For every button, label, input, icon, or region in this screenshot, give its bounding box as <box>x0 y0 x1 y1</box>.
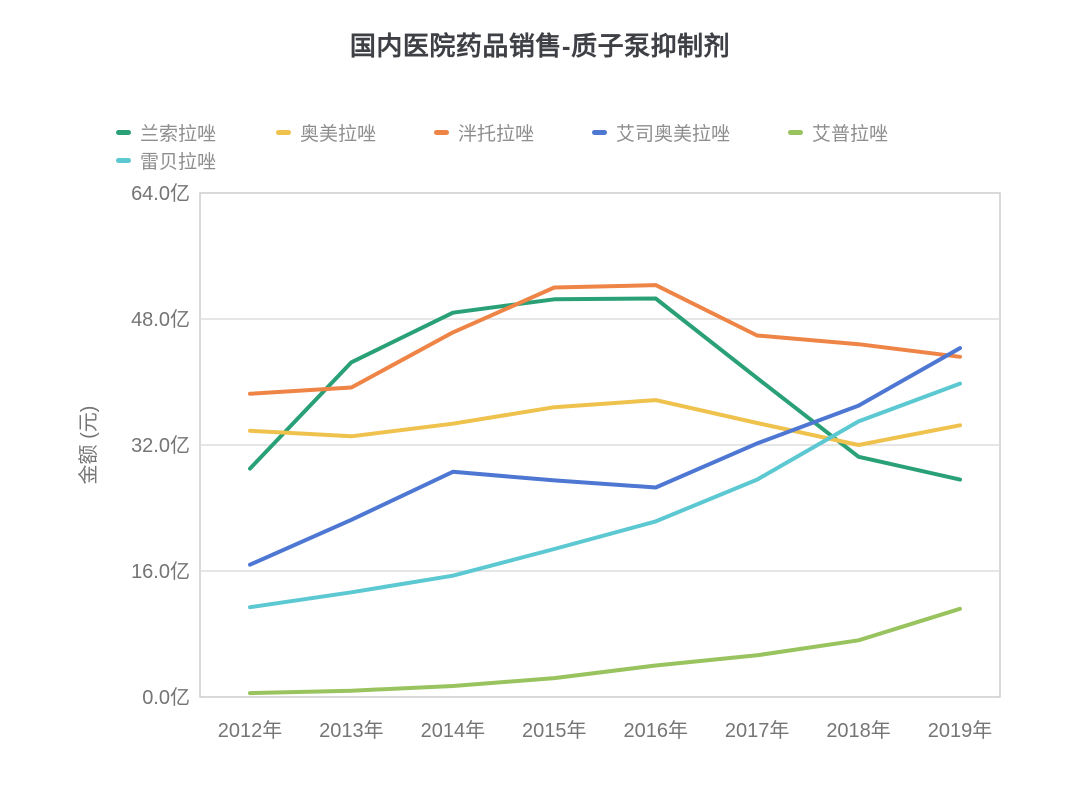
y-tick-label: 48.0亿 <box>131 308 190 331</box>
legend-swatch-rabeprazole <box>116 157 131 163</box>
legend-swatch-ilaprazole <box>788 129 803 135</box>
series-line-esomeprazole <box>248 346 962 567</box>
x-tick-label: 2012年 <box>218 719 283 742</box>
legend-swatch-omeprazole <box>276 129 291 135</box>
legend-label: 雷贝拉唑 <box>140 151 217 173</box>
series-line-pantoprazole <box>248 283 962 396</box>
series-line-lansoprazole <box>248 296 962 482</box>
x-tick-label: 2018年 <box>826 719 891 742</box>
legend-label: 泮托拉唑 <box>458 123 535 145</box>
y-tick-label: 64.0亿 <box>131 182 190 205</box>
legend-label: 艾普拉唑 <box>812 123 889 145</box>
legend-item-pantoprazole[interactable]: 泮托拉唑 <box>434 119 534 145</box>
legend-swatch-pantoprazole <box>434 129 449 135</box>
legend-label: 奥美拉唑 <box>300 123 377 145</box>
series-line-rabeprazole <box>248 381 962 610</box>
legend-swatch-lansoprazole <box>116 129 131 135</box>
series-line-ilaprazole <box>248 606 962 696</box>
x-tick-label: 2017年 <box>725 719 790 742</box>
chart-title: 国内医院药品销售-质子泵抑制剂 <box>349 31 731 61</box>
legend-label: 艾司奥美拉唑 <box>616 123 731 145</box>
x-tick-label: 2019年 <box>928 719 993 742</box>
series-line-omeprazole <box>248 398 962 447</box>
legend-swatch-esomeprazole <box>592 129 607 135</box>
y-tick-label: 16.0亿 <box>131 560 190 583</box>
legend-item-rabeprazole[interactable]: 雷贝拉唑 <box>116 147 216 173</box>
y-tick-label: 32.0亿 <box>131 434 190 457</box>
x-tick-label: 2014年 <box>421 719 486 742</box>
legend-item-esomeprazole[interactable]: 艾司奥美拉唑 <box>592 119 730 145</box>
legend: 兰索拉唑 奥美拉唑 泮托拉唑 艾司奥美拉唑 艾普拉唑雷贝拉唑 <box>0 0 1080 180</box>
y-axis-title: 金额 (元) <box>77 406 100 485</box>
legend-label: 兰索拉唑 <box>140 123 217 145</box>
x-tick-label: 2016年 <box>623 719 688 742</box>
x-tick-label: 2015年 <box>522 719 587 742</box>
legend-item-lansoprazole[interactable]: 兰索拉唑 <box>116 119 216 145</box>
legend-item-omeprazole[interactable]: 奥美拉唑 <box>276 119 376 145</box>
x-tick-label: 2013年 <box>319 719 384 742</box>
legend-item-ilaprazole[interactable]: 艾普拉唑 <box>788 119 888 145</box>
y-tick-label: 0.0亿 <box>142 686 190 709</box>
